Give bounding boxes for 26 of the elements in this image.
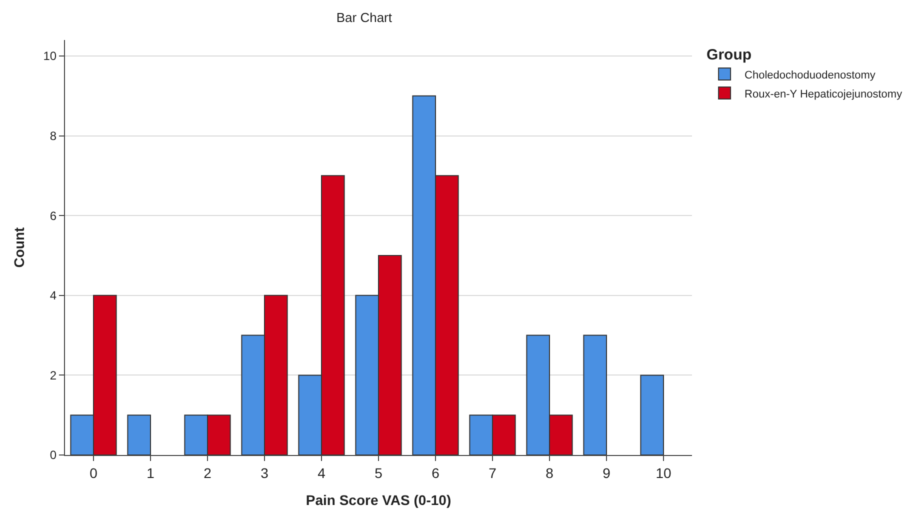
chart-title: Bar Chart: [336, 10, 392, 26]
x-tick-label: 6: [432, 464, 440, 481]
bar: [640, 374, 664, 455]
x-tick-label: 4: [318, 464, 326, 481]
y-tick-label: 10: [43, 49, 57, 64]
y-tick-label: 8: [50, 128, 57, 143]
y-tick-label: 6: [50, 208, 57, 223]
x-tick-label: 8: [546, 464, 554, 481]
x-tick-label: 7: [488, 464, 497, 481]
y-tick-label: 4: [50, 288, 57, 303]
bar: [583, 334, 607, 455]
legend-title: Group: [706, 46, 752, 64]
legend-label: Roux-en-Y Hepaticojejunostomy: [744, 88, 903, 100]
x-axis-title: Pain Score VAS (0-10): [306, 492, 452, 508]
y-tick-label: 0: [50, 448, 57, 462]
x-tick-label: 5: [374, 464, 383, 481]
x-tick-label: 10: [656, 464, 672, 481]
x-tick-label: 0: [90, 464, 98, 481]
legend-label: Choledochoduodenostomy: [744, 69, 876, 82]
x-tick-label: 9: [602, 464, 611, 481]
x-tick-label: 2: [204, 464, 212, 481]
bar: [127, 414, 151, 455]
x-tick-label: 1: [146, 464, 155, 481]
y-axis-title: Count: [10, 226, 27, 268]
y-tick-label: 2: [50, 368, 57, 382]
x-tick-label: 3: [260, 464, 269, 481]
